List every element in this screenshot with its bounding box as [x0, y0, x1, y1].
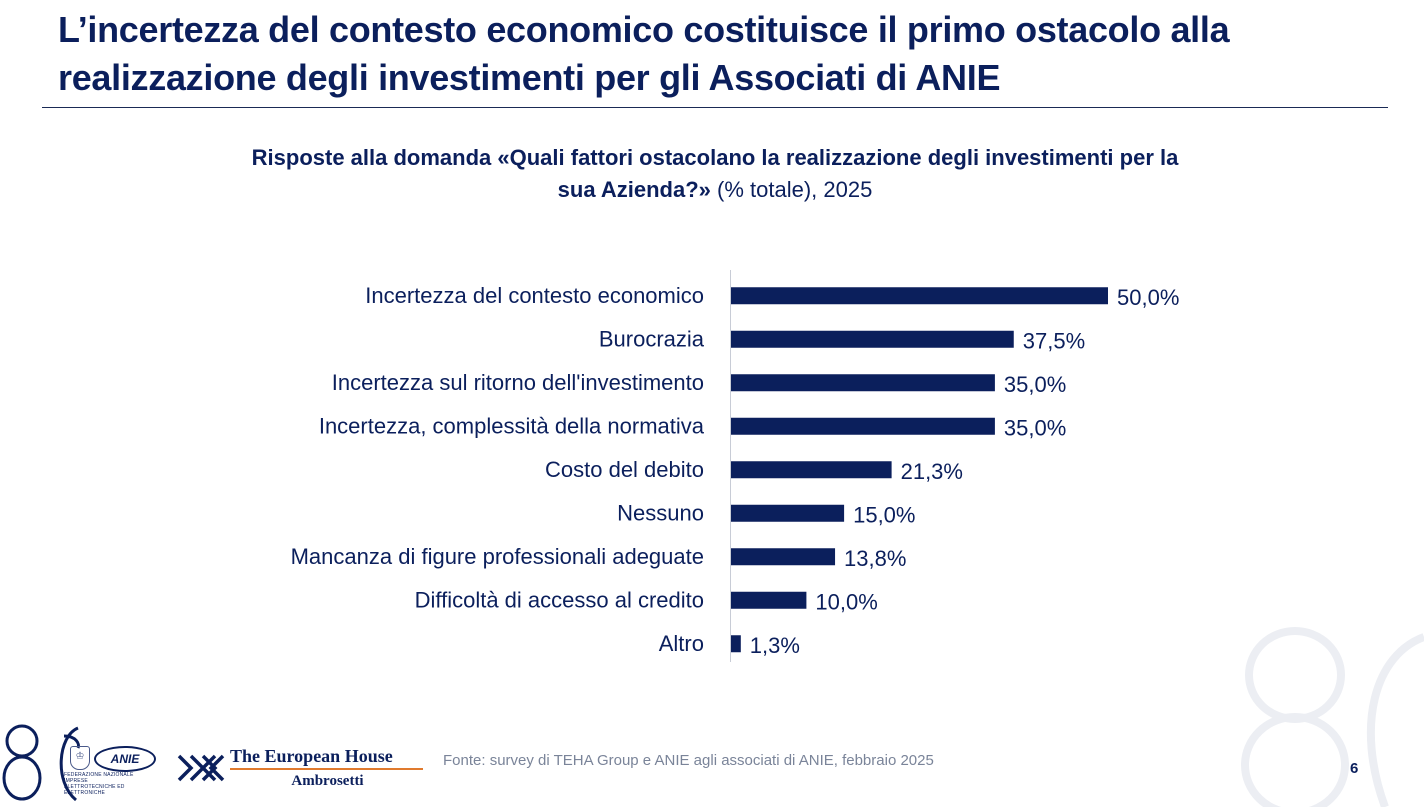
slide-title: L’incertezza del contesto economico cost…	[58, 6, 1378, 102]
category-label: Difficoltà di accesso al credito	[415, 587, 704, 612]
teh-logo: The European House Ambrosetti	[230, 745, 425, 790]
value-label: 10,0%	[815, 589, 877, 614]
category-label: Incertezza sul ritorno dell'investimento	[332, 370, 704, 395]
value-label: 13,8%	[844, 546, 906, 571]
watermark-80-logo	[1241, 627, 1424, 807]
bar	[731, 374, 995, 392]
anie-mark: ANIE	[94, 746, 156, 772]
bar	[731, 330, 1014, 348]
page-number: 6	[1350, 760, 1359, 777]
subtitle-bold-line2: sua Azienda?»	[557, 177, 711, 202]
chart-subtitle: Risposte alla domanda «Quali fattori ost…	[150, 142, 1280, 206]
category-label: Altro	[659, 631, 704, 656]
title-divider	[42, 107, 1388, 108]
anie-tagline-line1: FEDERAZIONE NAZIONALE IMPRESE	[64, 772, 134, 784]
bar	[731, 287, 1108, 305]
bar	[731, 461, 892, 479]
subtitle-bold-line1: Risposte alla domanda «Quali fattori ost…	[251, 145, 1179, 170]
teh-name: The European House	[230, 746, 393, 766]
category-label: Burocrazia	[599, 326, 705, 351]
bar	[731, 548, 836, 566]
value-label: 35,0%	[1004, 372, 1066, 397]
bar	[731, 417, 995, 435]
value-label: 1,3%	[750, 633, 800, 658]
bar	[731, 635, 741, 653]
slide-title-line1: L’incertezza del contesto economico cost…	[58, 9, 1230, 50]
teh-orange-rule	[230, 768, 423, 770]
category-label: Mancanza di figure professionali adeguat…	[291, 544, 704, 569]
slide-title-line2: realizzazione degli investimenti per gli…	[58, 57, 1001, 98]
value-label: 50,0%	[1117, 285, 1179, 310]
anie-logo: ♔ ANIE FEDERAZIONE NAZIONALE IMPRESE ELE…	[64, 742, 158, 796]
bar	[731, 591, 807, 609]
category-label: Nessuno	[617, 500, 704, 525]
anie-tagline: FEDERAZIONE NAZIONALE IMPRESE ELETTROTEC…	[64, 772, 158, 796]
value-label: 37,5%	[1023, 328, 1085, 353]
bar	[731, 504, 845, 522]
category-label: Incertezza, complessità della normativa	[319, 413, 705, 438]
teh-subname: Ambrosetti	[291, 773, 364, 789]
category-label: Incertezza del contesto economico	[365, 283, 704, 308]
value-label: 21,3%	[901, 459, 963, 484]
category-label: Costo del debito	[545, 457, 704, 482]
value-label: 35,0%	[1004, 415, 1066, 440]
crest-icon: ♔	[70, 746, 90, 770]
value-label: 15,0%	[853, 502, 915, 527]
source-note: Fonte: survey di TEHA Group e ANIE agli …	[443, 752, 934, 769]
teh-mark-icon	[177, 754, 225, 782]
subtitle-normal: (% totale), 2025	[710, 177, 873, 202]
anie-tagline-line2: ELETTROTECNICHE ED ELETTRONICHE	[64, 784, 125, 796]
